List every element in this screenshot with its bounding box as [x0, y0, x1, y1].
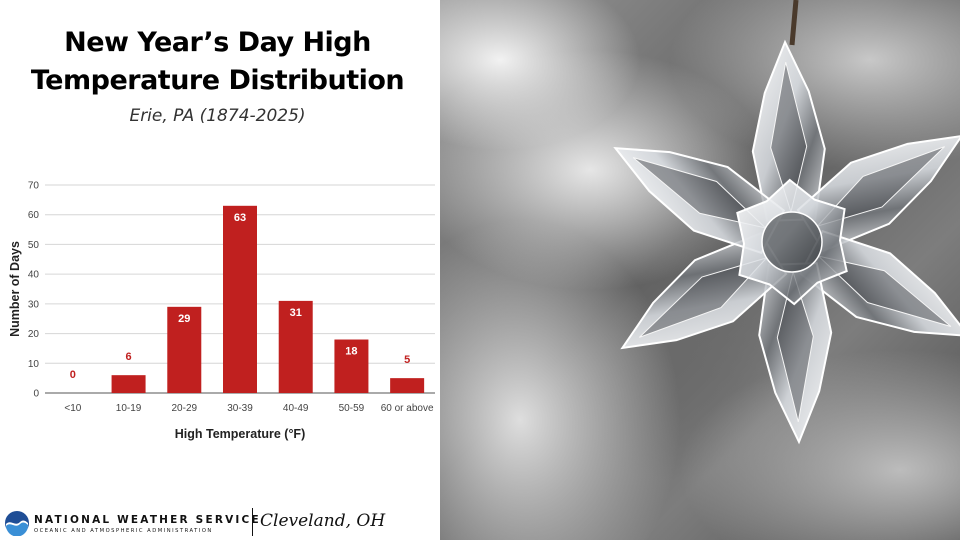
- page-title: New Year’s Day High Temperature Distribu…: [0, 24, 435, 100]
- snowflake-center: [761, 211, 823, 273]
- x-tick-label: <10: [64, 403, 81, 414]
- x-axis-ticks: <10 10-19 20-29 30-39 40-49 50-59 60 or above: [64, 403, 434, 414]
- x-tick-label: 40-49: [283, 403, 309, 414]
- data-label: 5: [404, 354, 410, 366]
- snowflake-facet: [770, 61, 808, 214]
- y-tick-label: 40: [28, 270, 40, 281]
- x-tick-label: 10-19: [116, 403, 142, 414]
- data-label: 18: [345, 346, 357, 358]
- data-label: 63: [234, 212, 246, 224]
- y-tick-label: 20: [28, 329, 40, 340]
- x-tick-label: 20-29: [171, 403, 197, 414]
- chart-panel: New Year’s Day High Temperature Distribu…: [0, 0, 440, 540]
- y-tick-label: 30: [28, 299, 40, 310]
- x-axis-title: High Temperature (°F): [175, 427, 305, 441]
- y-tick-label: 50: [28, 240, 40, 251]
- bar: [278, 300, 313, 393]
- bar-chart: 0 10 20 30 40 50 60 70 0 6 29 63 31 18 5 <10 10-19 20-2…: [8, 181, 435, 441]
- snowflake-icon: [613, 0, 960, 445]
- chart-bars: [111, 205, 425, 393]
- bar: [167, 306, 202, 393]
- office-name: Cleveland, OH: [260, 511, 386, 531]
- bar: [334, 339, 369, 393]
- y-axis-ticks: 0 10 20 30 40 50 60 70: [28, 181, 40, 400]
- org-name: NATIONAL WEATHER SERVICE: [34, 514, 261, 526]
- chart-data-labels: 0 6 29 63 31 18 5: [70, 212, 410, 381]
- y-tick-label: 0: [33, 389, 39, 400]
- page-subtitle: Erie, PA (1874-2025): [129, 106, 306, 126]
- snowflake-facet: [815, 146, 945, 228]
- bar: [390, 378, 425, 393]
- snowflake-ornament-photo: [440, 0, 960, 540]
- x-tick-label: 30-39: [227, 403, 253, 414]
- bar: [223, 205, 257, 393]
- x-tick-label: 60 or above: [381, 403, 434, 414]
- data-label: 31: [290, 307, 302, 319]
- noaa-logo-icon: [5, 511, 29, 536]
- data-label: 29: [178, 313, 190, 325]
- data-label: 6: [126, 351, 132, 363]
- bar: [111, 375, 146, 393]
- org-subtitle: OCEANIC AND ATMOSPHERIC ADMINISTRATION: [34, 528, 213, 534]
- x-tick-label: 50-59: [339, 403, 365, 414]
- snowflake-facet: [639, 256, 769, 338]
- ornament-string: [789, 0, 799, 46]
- title-line-1: New Year’s Day High: [64, 27, 371, 58]
- snowflake-facet: [632, 157, 768, 229]
- footer-divider: [252, 508, 253, 536]
- y-tick-label: 70: [28, 181, 40, 192]
- title-line-2: Temperature Distribution: [30, 65, 405, 96]
- data-label: 0: [70, 369, 76, 381]
- y-tick-label: 60: [28, 210, 40, 221]
- y-axis-title: Number of Days: [8, 241, 22, 337]
- snowflake-facet: [776, 270, 814, 423]
- y-tick-label: 10: [28, 359, 40, 370]
- snowflake-facet: [816, 255, 952, 327]
